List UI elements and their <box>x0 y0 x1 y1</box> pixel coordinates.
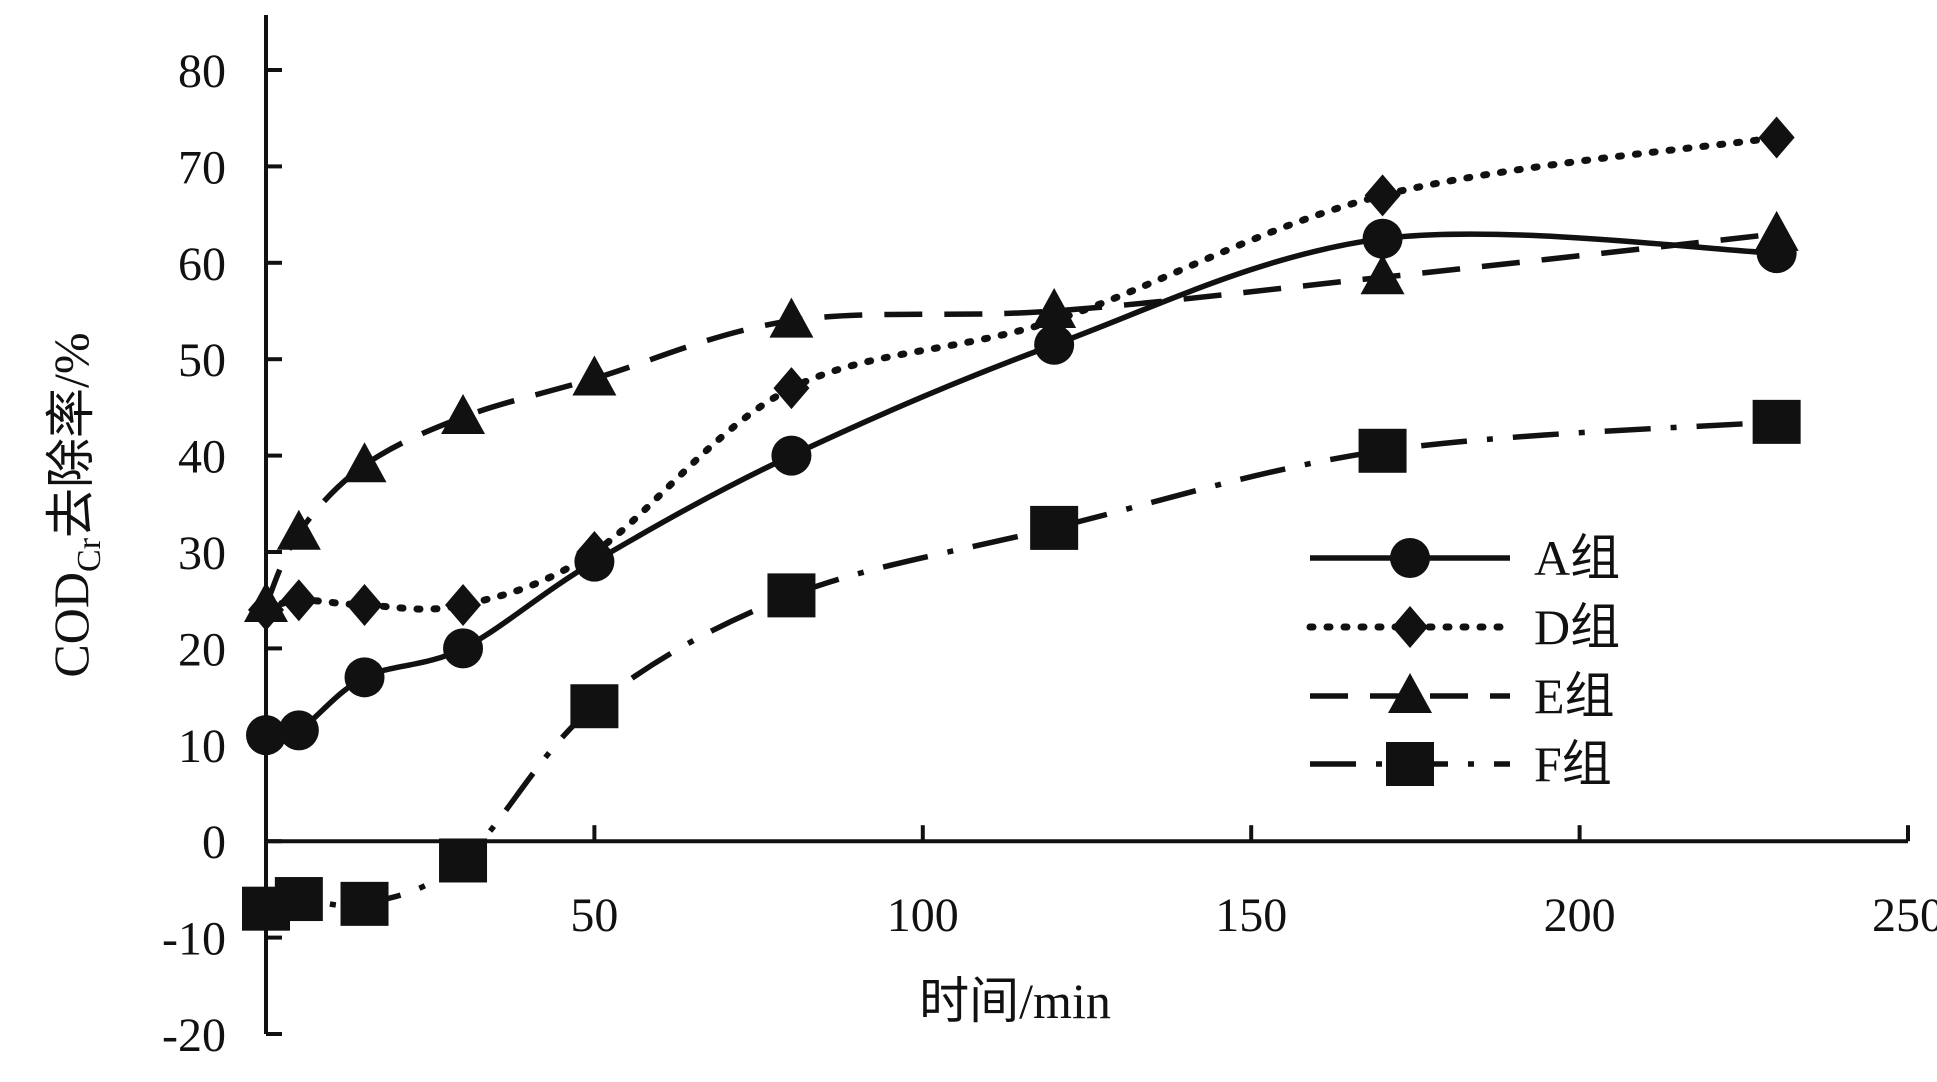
data-point-triangle <box>441 394 486 435</box>
legend-item-square: F组 <box>1310 736 1612 792</box>
legend-item-circle: A组 <box>1310 530 1620 586</box>
x-axis-title: 时间/min <box>919 973 1111 1029</box>
data-point-circle <box>278 710 319 751</box>
legend-swatch-marker <box>1392 606 1428 648</box>
x-tick-label: 200 <box>1544 889 1616 942</box>
data-point-triangle <box>1360 254 1405 295</box>
legend: A组 D组 E组 F组 <box>1306 530 1620 792</box>
x-tick-label: 150 <box>1215 889 1287 942</box>
legend-item-diamond: D组 <box>1306 599 1620 655</box>
data-point-diamond <box>1758 116 1795 159</box>
data-point-circle <box>443 628 484 669</box>
data-point-triangle <box>572 355 617 396</box>
data-point-square <box>340 881 389 926</box>
data-point-circle <box>771 435 812 476</box>
legend-swatch-marker <box>1388 673 1432 713</box>
data-point-square <box>1030 505 1079 550</box>
data-point-triangle <box>1754 210 1799 251</box>
data-point-triangle <box>276 509 321 550</box>
data-point-triangle <box>342 442 387 483</box>
data-point-triangle <box>244 582 288 623</box>
data-point-triangle <box>1032 288 1077 328</box>
y-tick-label: -20 <box>162 1009 226 1062</box>
legend-label: F组 <box>1534 736 1612 792</box>
y-axis-title-rest: 去除率/% <box>43 332 99 538</box>
y-tick-label: 40 <box>178 431 226 484</box>
series-triangle <box>244 210 1799 623</box>
y-tick-label: 0 <box>202 816 226 869</box>
legend-label: E组 <box>1534 668 1615 724</box>
series-line-square <box>265 419 1777 912</box>
legend-label: D组 <box>1534 599 1620 655</box>
data-point-diamond <box>445 584 482 627</box>
y-axis-title: CODCr去除率/% <box>43 332 108 677</box>
series-square <box>242 399 1801 931</box>
data-point-diamond <box>346 584 383 627</box>
y-tick-label: 20 <box>178 623 226 676</box>
x-tick-label: 250 <box>1872 889 1937 942</box>
data-point-square <box>767 573 816 618</box>
data-point-square <box>274 877 323 922</box>
data-point-circle <box>1362 218 1403 259</box>
axes: -20 -10 0 10 20 30 40 50 60 70 80 50 100 150 200 250 <box>162 15 1937 1062</box>
series-line-circle <box>265 231 1777 739</box>
data-point-circle <box>1034 324 1075 365</box>
data-point-diamond <box>1364 174 1401 217</box>
y-tick-label: 60 <box>178 238 226 291</box>
legend-swatch-marker <box>1390 538 1430 578</box>
y-tick-label: -10 <box>162 913 226 966</box>
data-point-square <box>1358 428 1407 473</box>
data-point-circle <box>246 715 286 756</box>
data-point-diamond <box>773 367 810 410</box>
series-layer <box>242 116 1801 931</box>
y-tick-label: 30 <box>178 527 226 580</box>
x-tick-label: 100 <box>887 889 959 942</box>
data-point-triangle <box>769 297 814 338</box>
data-point-diamond <box>280 579 317 622</box>
legend-label: A组 <box>1534 530 1620 586</box>
y-axis-title-main: COD <box>43 572 99 678</box>
y-axis-title-sub: Cr <box>71 537 108 572</box>
legend-swatch-marker <box>1386 742 1434 786</box>
legend-item-triangle: E组 <box>1310 668 1615 724</box>
data-point-diamond <box>576 531 613 573</box>
data-point-square <box>570 684 619 729</box>
data-point-square <box>1752 399 1801 444</box>
x-tick-label: 50 <box>570 889 618 942</box>
y-tick-label: 80 <box>178 45 226 98</box>
data-point-square <box>439 838 488 883</box>
y-tick-label: 10 <box>178 720 226 773</box>
y-tick-label: 70 <box>178 141 226 194</box>
data-point-circle <box>344 657 385 698</box>
y-tick-label: 50 <box>178 334 226 387</box>
